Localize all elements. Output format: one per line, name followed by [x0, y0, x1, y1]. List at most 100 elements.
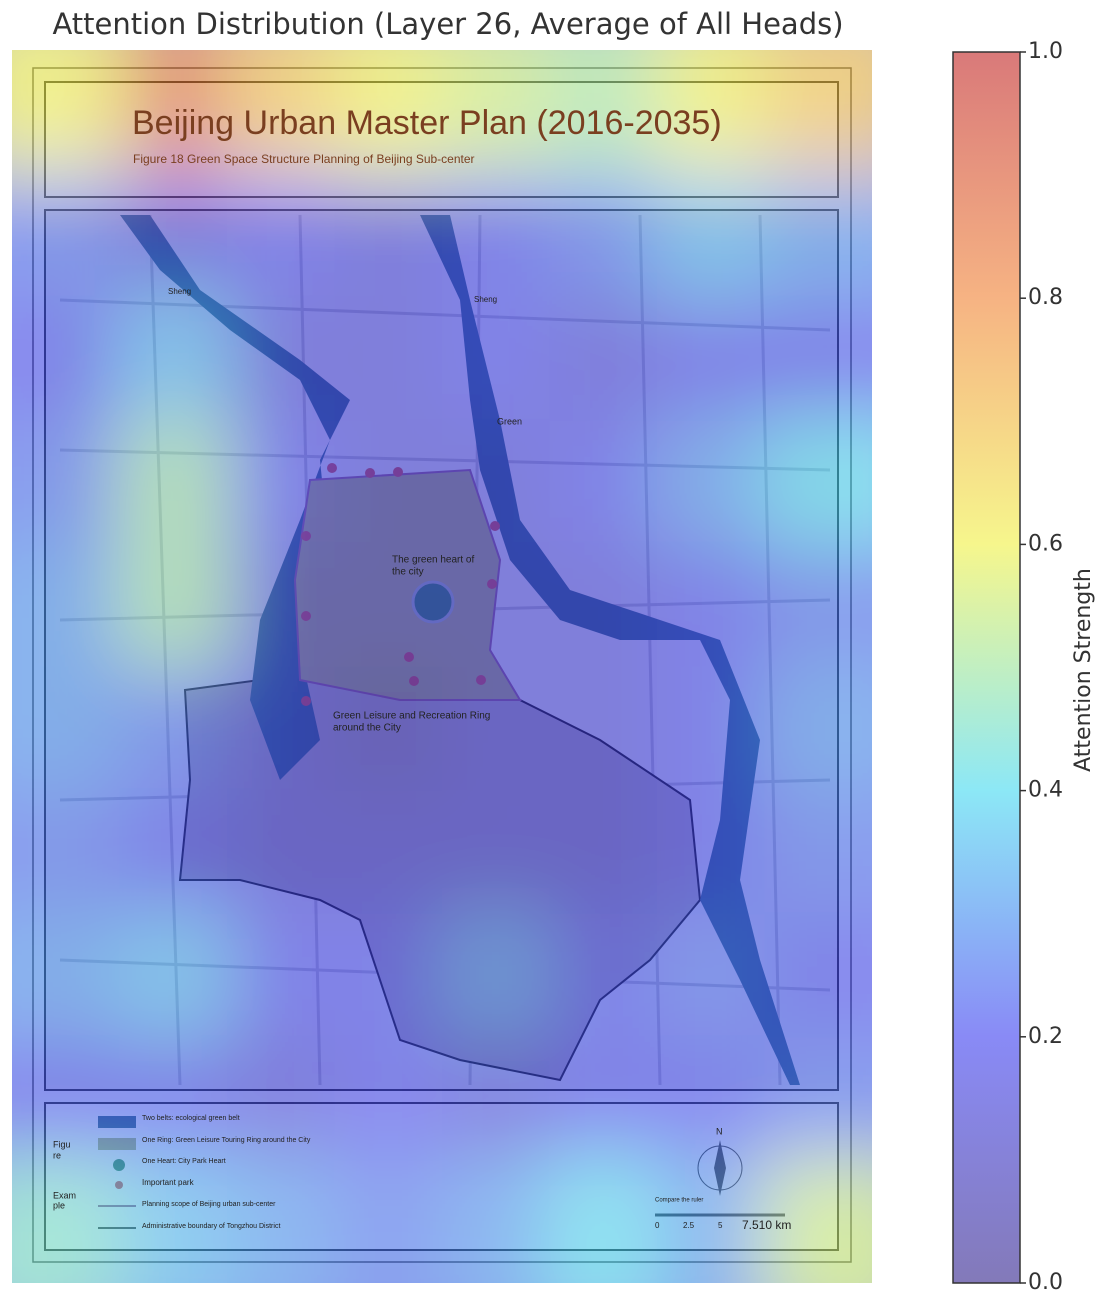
heat-cell — [764, 50, 872, 174]
colorbar-tick-label: 0.2 — [1028, 1024, 1063, 1049]
heat-cell — [657, 1159, 765, 1283]
heat-cell — [227, 173, 335, 297]
heat-cell — [12, 913, 120, 1037]
colorbar-tick-label: 0.8 — [1028, 285, 1063, 310]
heat-cell — [657, 1036, 765, 1160]
heat-cell — [549, 543, 657, 667]
heat-cell — [764, 543, 872, 667]
heat-cell — [334, 50, 442, 174]
colorbar-tick-label: 1.0 — [1028, 39, 1063, 64]
heat-cell — [227, 296, 335, 420]
map-label: Exam — [53, 1190, 76, 1200]
heat-cell — [119, 543, 227, 667]
map-label: ple — [53, 1200, 65, 1210]
map-label: One Heart: City Park Heart — [142, 1158, 226, 1165]
heat-cell — [657, 419, 765, 544]
map-label: the city — [392, 567, 424, 578]
heat-cell — [227, 666, 335, 790]
map-label: Sheng — [168, 287, 191, 296]
chart-title: Attention Distribution (Layer 26, Averag… — [52, 7, 843, 41]
colorbar-label: Attention Strength — [1071, 568, 1096, 772]
map-label: Planning scope of Beijing urban sub-cent… — [142, 1201, 276, 1208]
colorbar-tick-label: 0.4 — [1028, 778, 1063, 803]
heat-cell — [119, 1159, 227, 1283]
heat-cell — [442, 173, 550, 297]
map-label: Figu — [53, 1139, 71, 1149]
heat-cell — [227, 419, 335, 544]
heat-cell — [442, 1036, 550, 1160]
heat-cell — [334, 1036, 442, 1160]
map-label: 2.5 — [683, 1221, 695, 1230]
heat-cell — [764, 173, 872, 297]
map-label: N — [716, 1126, 723, 1136]
heat-cell — [334, 666, 442, 790]
heat-cell — [119, 1036, 227, 1160]
map-label: Figure 18 Green Space Structure Planning… — [133, 152, 475, 166]
heat-cell — [549, 296, 657, 420]
heat-cell — [227, 789, 335, 914]
heat-cell — [549, 50, 657, 174]
heat-cell — [119, 666, 227, 790]
heat-cell — [764, 913, 872, 1037]
map-label: Administrative boundary of Tongzhou Dist… — [142, 1223, 280, 1230]
colorbar-frame — [952, 51, 1021, 1284]
heat-cell — [334, 296, 442, 420]
heat-cell — [334, 419, 442, 544]
heat-cell — [119, 913, 227, 1037]
map-label: Green Leisure and Recreation Ring — [333, 711, 490, 722]
map-label: The green heart of — [392, 555, 474, 566]
heat-cell — [549, 789, 657, 914]
heat-cell — [764, 419, 872, 544]
heat-cell — [12, 296, 120, 420]
heat-cell — [549, 666, 657, 790]
heat-cell — [549, 419, 657, 544]
map-label: One Ring: Green Leisure Touring Ring aro… — [142, 1137, 311, 1144]
heat-cell — [549, 913, 657, 1037]
map-label: 7.510 km — [742, 1218, 791, 1232]
heat-cell — [764, 1159, 872, 1283]
heat-cell — [442, 296, 550, 420]
heat-cell — [549, 1159, 657, 1283]
heat-cell — [12, 173, 120, 297]
heat-cell — [442, 543, 550, 667]
heat-cell — [764, 1036, 872, 1160]
heat-cell — [334, 913, 442, 1037]
heatmap — [12, 50, 872, 1283]
heat-cell — [442, 1159, 550, 1283]
heat-cell — [657, 913, 765, 1037]
heat-cell — [334, 789, 442, 914]
heat-cell — [12, 789, 120, 914]
heat-cell — [657, 543, 765, 667]
heat-cell — [227, 913, 335, 1037]
heat-cell — [657, 173, 765, 297]
heat-cell — [442, 666, 550, 790]
heat-cell — [442, 50, 550, 174]
map-label: around the City — [333, 723, 401, 734]
colorbar — [953, 52, 1020, 1283]
heat-cell — [657, 296, 765, 420]
heat-cell — [442, 789, 550, 914]
heat-cell — [764, 296, 872, 420]
heat-cell — [12, 1159, 120, 1283]
heat-cell — [119, 419, 227, 544]
heat-cell — [657, 789, 765, 914]
colorbar-tick-label: 0.0 — [1028, 1270, 1063, 1295]
heat-cell — [549, 173, 657, 297]
heat-cell — [334, 173, 442, 297]
heat-cell — [227, 1036, 335, 1160]
heat-cell — [442, 913, 550, 1037]
heat-cell — [227, 1159, 335, 1283]
heat-cell — [119, 173, 227, 297]
heat-cell — [12, 1036, 120, 1160]
map-label: Beijing Urban Master Plan (2016-2035) — [132, 104, 722, 142]
heat-cell — [657, 50, 765, 174]
heat-cell — [334, 543, 442, 667]
heat-cell — [764, 789, 872, 914]
map-label: re — [53, 1150, 61, 1160]
heat-cell — [12, 50, 120, 174]
heat-cell — [334, 1159, 442, 1283]
heat-cell — [119, 296, 227, 420]
map-label: 5 — [718, 1221, 723, 1230]
heat-cell — [119, 50, 227, 174]
